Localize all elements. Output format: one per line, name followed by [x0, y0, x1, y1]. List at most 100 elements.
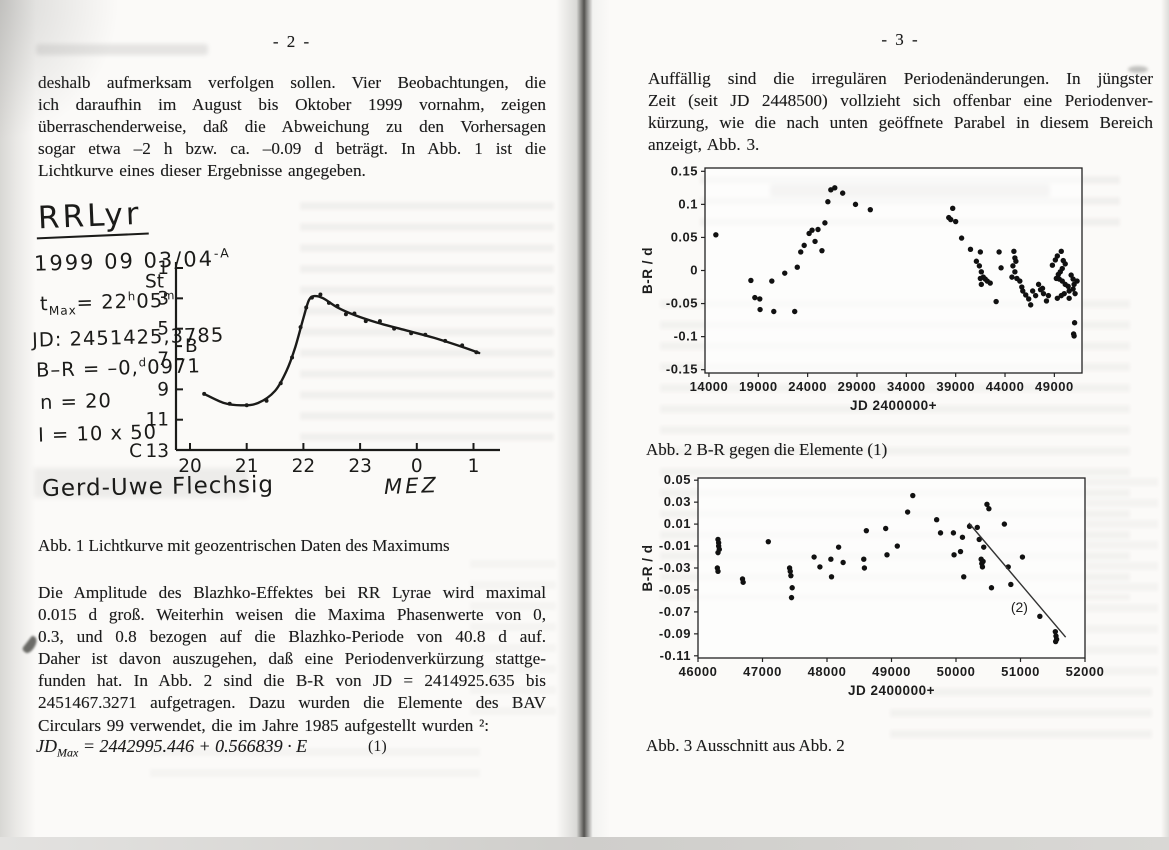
y-tick-label: 7 — [157, 349, 169, 370]
y-tick-label: -0.1 — [674, 329, 698, 344]
data-point — [335, 303, 340, 308]
data-point — [981, 544, 987, 550]
data-point — [815, 226, 821, 233]
data-point — [713, 232, 719, 238]
text-line: deshalb aufmerksam verfolgen sollen. Vie… — [38, 73, 546, 92]
data-point — [959, 534, 966, 540]
data-point — [828, 574, 835, 580]
data-point — [1035, 281, 1042, 288]
comparison-star-c-label: C — [129, 441, 142, 462]
data-point — [715, 568, 721, 574]
data-point — [1065, 283, 1071, 290]
y-tick-label: 0.15 — [671, 163, 698, 178]
data-point — [318, 292, 323, 297]
formula-row: JDMax = 2442995.446 + 0.566839 · E (1) — [0, 736, 1169, 766]
x-axis-label: JD 2400000+ — [848, 683, 935, 698]
data-point — [984, 501, 990, 508]
text-line: kürzung, wie die nach unten geöffnete Pa… — [648, 113, 1153, 133]
data-point — [290, 355, 295, 360]
data-point — [819, 247, 825, 254]
trend-line-label: (2) — [1011, 599, 1028, 615]
data-point — [304, 305, 309, 310]
data-point — [978, 269, 985, 275]
data-point — [326, 300, 331, 305]
data-point — [937, 530, 944, 536]
data-point — [980, 558, 986, 565]
data-point — [967, 246, 974, 253]
y-tick-label: 11 — [145, 410, 169, 431]
data-point — [298, 325, 303, 330]
text-line: 0.3, und 0.8 bezogen auf die Blazhko-Per… — [38, 627, 546, 647]
data-point — [884, 552, 890, 558]
page-number-right: - 3 - — [881, 30, 920, 49]
data-point — [1052, 628, 1059, 635]
text-line: 0.015 d groß. Weiterhin weisen die Maxim… — [38, 605, 546, 625]
text-line: Auffällig sind die irregulären Periodenä… — [648, 69, 1153, 88]
data-point — [1071, 333, 1077, 339]
y-axis-label: B-R / d — [640, 545, 655, 592]
x-tick-label: 44000 — [986, 379, 1025, 394]
y-unit-label: St — [145, 272, 164, 293]
data-point — [1045, 292, 1052, 299]
plot-border — [704, 167, 1083, 374]
data-point — [811, 554, 817, 560]
data-point — [227, 401, 232, 406]
trend-line — [968, 522, 1067, 638]
data-point — [1032, 292, 1039, 299]
data-point — [352, 311, 357, 316]
data-point — [792, 308, 798, 315]
data-point — [1062, 261, 1068, 267]
text-line: Daher ist davon auszugehen, daß eine Per… — [38, 649, 546, 669]
data-point — [978, 281, 985, 288]
paragraph-3: Auffällig sind die irregulären Periodenä… — [648, 68, 1153, 156]
y-tick-label: -0.05 — [666, 296, 698, 311]
x-tick-label: 39000 — [936, 379, 975, 394]
formula-1-number: (1) — [368, 738, 387, 755]
data-point — [460, 343, 465, 348]
x-axis-label: JD 2400000+ — [850, 398, 937, 413]
data-point — [950, 205, 956, 212]
data-point — [1049, 262, 1056, 268]
x-tick-label: 20 — [178, 456, 202, 477]
x-tick-label: 48000 — [808, 664, 847, 679]
data-point — [1058, 292, 1064, 299]
text-line: sogar etwa –2 h bzw. ca. –0.09 d beträgt… — [38, 139, 546, 159]
observer-signature: Gerd-Uwe Flechsig — [41, 471, 275, 503]
data-point — [1054, 295, 1061, 301]
data-point — [757, 296, 763, 302]
data-point — [950, 530, 957, 536]
scan-bottom-band — [0, 837, 1169, 850]
data-point — [812, 238, 818, 245]
data-point — [840, 559, 846, 566]
data-point — [715, 549, 721, 556]
data-point — [825, 199, 831, 205]
data-point — [1011, 248, 1017, 255]
figure1-caption: Abb. 1 Lichtkurve mit geozentrischen Dat… — [38, 536, 450, 555]
page-edge-shadow-right — [1161, 0, 1169, 850]
comparison-star-b-label: B — [185, 336, 198, 357]
x-tick-label: 50000 — [937, 664, 976, 679]
data-point — [828, 556, 834, 562]
formula-segment: JD — [36, 736, 57, 756]
data-point — [952, 218, 959, 225]
data-point — [863, 527, 870, 534]
data-point — [1010, 263, 1016, 269]
y-tick-label: 0.1 — [678, 196, 698, 211]
data-point — [244, 403, 249, 408]
x-tick-label: 23 — [348, 456, 372, 477]
y-tick-label: -0.09 — [659, 626, 691, 641]
page-number-left: - 2 - — [272, 32, 312, 51]
data-point — [788, 572, 794, 579]
data-point — [1027, 302, 1034, 308]
gutter-shadow — [556, 0, 610, 850]
x-tick-label: 49000 — [1035, 379, 1074, 394]
formula-segment: Max — [57, 745, 79, 760]
x-tick-label: 29000 — [838, 379, 877, 394]
data-point — [1037, 286, 1044, 293]
data-point — [1019, 554, 1026, 560]
text-line: Lichtkurve eines dieser Ergebnisse angeg… — [38, 161, 366, 181]
data-point — [309, 295, 314, 300]
y-tick-label: 0.05 — [664, 472, 691, 487]
data-point — [1043, 298, 1050, 304]
x-tick-label: 21 — [235, 456, 259, 477]
